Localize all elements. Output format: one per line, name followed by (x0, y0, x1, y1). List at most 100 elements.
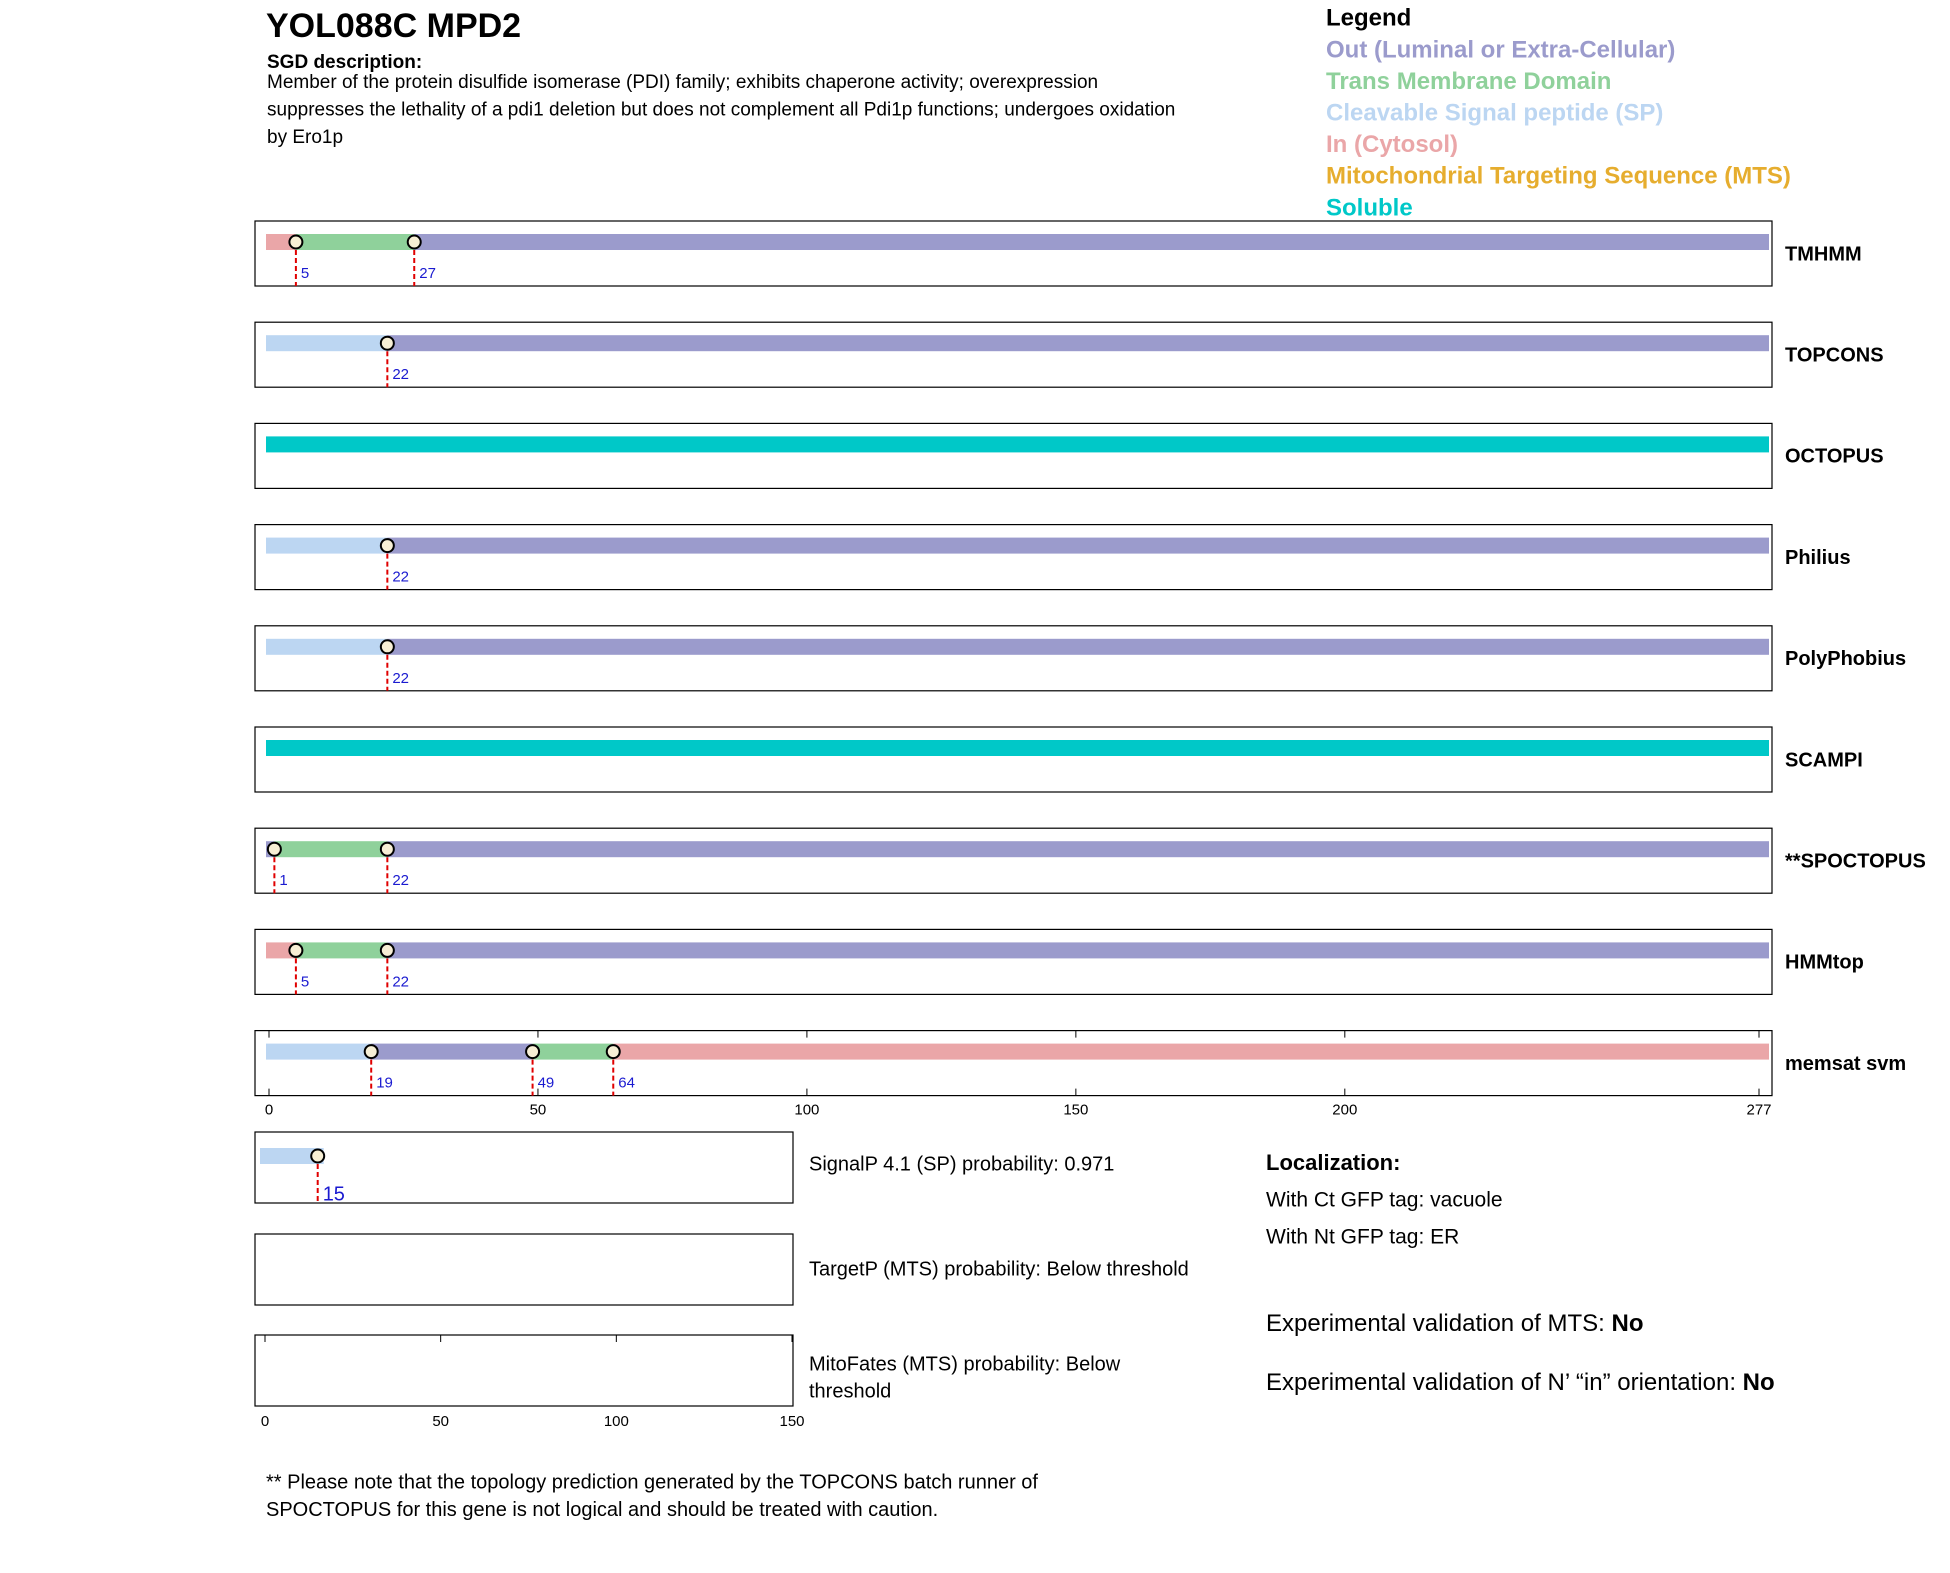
panel-text: MitoFates (MTS) probability: Below (809, 1353, 1121, 1375)
track-name: OCTOPUS (1785, 446, 1884, 468)
localization-title: Localization: (1266, 1150, 1400, 1175)
orientation-validation: Experimental validation of N’ “in” orien… (1266, 1369, 1775, 1396)
cut-marker (363, 1044, 379, 1060)
localization-nt: With Nt GFP tag: ER (1266, 1226, 1459, 1249)
cut-label: 1 (279, 872, 287, 889)
note-line: ** Please note that the topology predict… (266, 1471, 1038, 1493)
mts-value: No (1611, 1310, 1643, 1337)
description-line: suppresses the lethality of a pdi1 delet… (267, 100, 1175, 121)
cut-label: 5 (301, 973, 309, 990)
cut-marker (288, 942, 304, 958)
cut-marker (379, 841, 395, 857)
segment (532, 1043, 614, 1060)
segment (414, 234, 1770, 250)
cut-label: 27 (419, 265, 436, 282)
segment (387, 638, 1769, 655)
cut-marker (605, 1044, 621, 1060)
segment (387, 537, 1769, 554)
description-label: SGD description: (267, 52, 422, 73)
title: YOL088C MPD2 (266, 7, 521, 45)
segment (266, 740, 1769, 756)
x-tick-label: 100 (604, 1413, 629, 1430)
track-box (254, 726, 1773, 793)
cut-label: 22 (392, 973, 409, 990)
cut-marker (379, 639, 395, 655)
segment (274, 841, 388, 858)
track-box (254, 928, 1773, 996)
track-name: PolyPhobius (1785, 648, 1906, 670)
x-tick-label: 200 (1332, 1102, 1357, 1119)
track-name: memsat svm (1785, 1053, 1906, 1075)
x-tick-label: 50 (432, 1413, 449, 1430)
segment (371, 1043, 533, 1060)
panel-text: SignalP 4.1 (SP) probability: 0.971 (809, 1153, 1114, 1175)
legend-title: Legend (1326, 4, 1411, 31)
segment (266, 942, 296, 959)
orientation-value: No (1743, 1369, 1775, 1396)
track-name: Philius (1785, 547, 1851, 569)
cut-marker (379, 335, 395, 351)
legend-item: Trans Membrane Domain (1326, 68, 1611, 95)
legend-item: Mitochondrial Targeting Sequence (MTS) (1326, 163, 1791, 190)
description-line: Member of the protein disulfide isomeras… (267, 72, 1098, 93)
cut-marker (406, 234, 422, 250)
segment (387, 841, 1769, 858)
cut-label: 64 (618, 1075, 635, 1092)
track-box (254, 422, 1773, 489)
cut-label: 15 (323, 1183, 345, 1205)
x-tick-label: 277 (1746, 1102, 1771, 1119)
segment (260, 1148, 324, 1164)
track-name: HMMtop (1785, 952, 1864, 974)
cut-label: 19 (376, 1075, 393, 1092)
segment (266, 537, 388, 554)
cut-label: 49 (538, 1075, 555, 1092)
segment (387, 942, 1769, 959)
mts-validation: Experimental validation of MTS: No (1266, 1310, 1643, 1337)
note-line: SPOCTOPUS for this gene is not logical a… (266, 1499, 938, 1521)
track-box (254, 523, 1773, 591)
segment (295, 234, 415, 250)
cut-marker (266, 841, 282, 857)
track-box (254, 625, 1773, 692)
x-tick-label: 100 (794, 1102, 819, 1119)
cut-label: 22 (392, 569, 409, 586)
cut-marker (525, 1044, 541, 1060)
mts-label: Experimental validation of MTS: (1266, 1310, 1611, 1337)
x-tick-label: 50 (530, 1102, 547, 1119)
x-tick-label: 150 (779, 1413, 804, 1430)
cut-marker (288, 234, 304, 250)
cut-label: 22 (392, 366, 409, 383)
localization-ct: With Ct GFP tag: vacuole (1266, 1189, 1503, 1212)
segment (295, 942, 388, 959)
x-tick-label: 0 (265, 1102, 273, 1119)
segment (266, 1043, 372, 1060)
track-box (254, 1029, 1773, 1097)
panel-box (254, 1131, 794, 1204)
cut-label: 22 (392, 872, 409, 889)
track-box (254, 827, 1773, 894)
cut-label: 22 (392, 670, 409, 687)
segment (613, 1043, 1769, 1060)
x-tick-label: 0 (261, 1413, 269, 1430)
segment (266, 335, 388, 352)
track-box (254, 321, 1773, 388)
segment (266, 234, 296, 250)
legend-item: Soluble (1326, 194, 1413, 221)
panel-box (254, 1233, 794, 1306)
legend-item: Cleavable Signal peptide (SP) (1326, 100, 1663, 127)
track-name: SCAMPI (1785, 749, 1863, 771)
track-box (254, 220, 1773, 287)
orientation-label: Experimental validation of N’ “in” orien… (1266, 1369, 1743, 1396)
cut-marker (379, 538, 395, 554)
panel-box (254, 1334, 794, 1407)
panel-text: TargetP (MTS) probability: Below thresho… (809, 1258, 1189, 1280)
cut-label: 5 (301, 265, 309, 282)
panel-text: threshold (809, 1380, 891, 1402)
track-name: **SPOCTOPUS (1785, 850, 1926, 872)
track-name: TMHMM (1785, 243, 1862, 265)
cut-marker (310, 1148, 326, 1164)
segment (266, 436, 1769, 453)
legend-item: In (Cytosol) (1326, 131, 1458, 158)
